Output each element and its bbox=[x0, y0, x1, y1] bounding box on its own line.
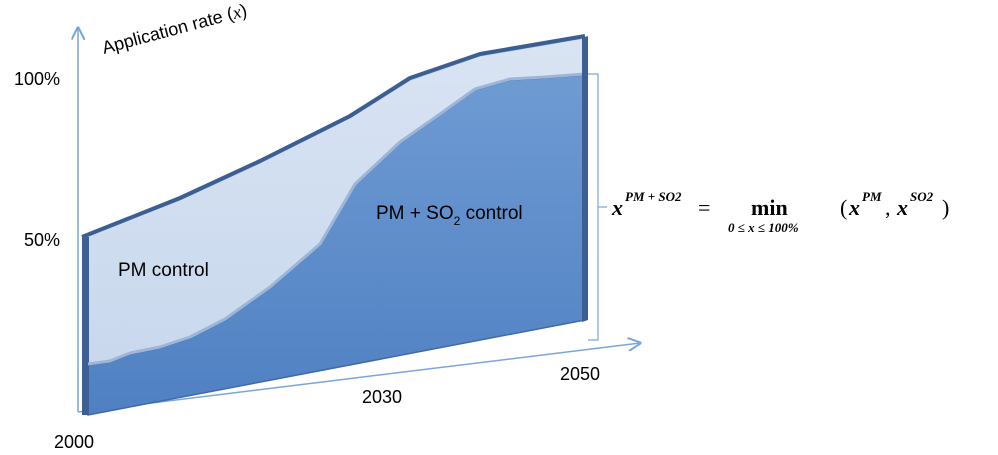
y-tick-100: 100% bbox=[14, 69, 60, 89]
formula-equals: = bbox=[698, 195, 710, 220]
y-tick-50: 50% bbox=[24, 230, 60, 250]
formula-comma: , bbox=[885, 195, 891, 220]
pm-top-edge bbox=[81, 34, 586, 239]
right-wall-edge bbox=[582, 36, 588, 322]
pm-so2-label-sub: 2 bbox=[454, 214, 461, 228]
pm-so2-top-edge bbox=[87, 72, 586, 366]
x-tick-2030: 2030 bbox=[362, 387, 402, 407]
formula-lhs-base: x bbox=[611, 195, 623, 220]
left-wall-edge bbox=[82, 237, 89, 415]
formula-min: min bbox=[751, 195, 788, 220]
pm-control-label: PM control bbox=[118, 260, 209, 281]
pm-so2-label-post: control bbox=[460, 203, 522, 224]
formula-open-paren: ( bbox=[840, 195, 847, 220]
y-axis-title: Application rate (x) bbox=[100, 0, 249, 58]
right-bracket bbox=[588, 73, 599, 341]
pm-so2-control-label: PM + SO2 control bbox=[376, 203, 523, 228]
formula: x PM + SO2 = min 0 ≤ x ≤ 100% ( x PM , x… bbox=[611, 189, 949, 235]
formula-arg2-sup: SO2 bbox=[910, 189, 934, 204]
y-axis-title-close: ) bbox=[238, 0, 249, 21]
y-axis-title-text: Application rate ( bbox=[100, 4, 236, 58]
x-axis bbox=[77, 343, 640, 413]
x-tick-2000: 2000 bbox=[54, 432, 94, 452]
formula-min-sub: 0 ≤ x ≤ 100% bbox=[728, 220, 799, 235]
formula-arg1-sup: PM bbox=[862, 189, 882, 204]
pm-so2-label-pre: PM + SO bbox=[376, 203, 454, 224]
formula-arg1-base: x bbox=[848, 195, 860, 220]
formula-lhs-sup: PM + SO2 bbox=[625, 189, 682, 204]
formula-arg2-base: x bbox=[896, 195, 908, 220]
formula-close-paren: ) bbox=[942, 195, 949, 220]
x-tick-2050: 2050 bbox=[560, 364, 600, 384]
